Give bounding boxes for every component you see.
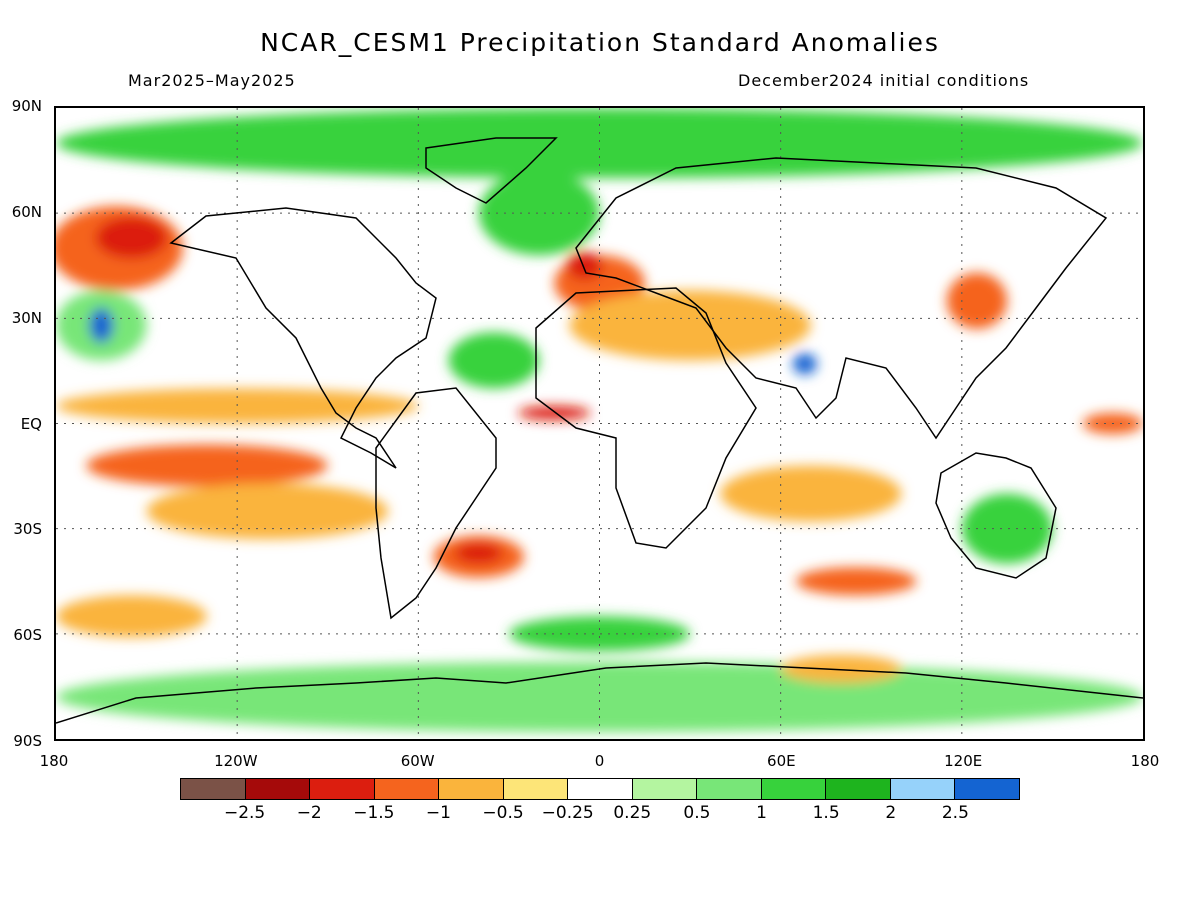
colorbar-swatch xyxy=(826,779,891,799)
anomaly-region-24 xyxy=(56,595,207,638)
lon-label: 60W xyxy=(400,752,435,770)
colorbar-swatch xyxy=(697,779,762,799)
colorbar-label: −2 xyxy=(296,803,322,823)
lat-label: 30N xyxy=(11,308,42,327)
map-panel xyxy=(54,106,1145,741)
anomaly-region-1 xyxy=(56,661,1143,732)
coastline-antarctica xyxy=(56,662,1143,724)
colorbar-swatch xyxy=(568,779,633,799)
coastline-eurasia xyxy=(575,157,1108,440)
colorbar xyxy=(180,778,1020,800)
initial-conditions: December2024 initial conditions xyxy=(738,71,1030,90)
colorbar-swatch xyxy=(439,779,504,799)
colorbar-swatch xyxy=(761,779,827,799)
colorbar-swatch xyxy=(503,779,569,799)
anomaly-region-3 xyxy=(95,216,168,259)
anomaly-region-0 xyxy=(56,108,1143,179)
anomaly-region-7 xyxy=(86,444,328,487)
anomaly-region-20 xyxy=(946,272,1008,329)
colorbar-swatch xyxy=(632,779,698,799)
anomaly-region-15 xyxy=(517,405,591,420)
anomaly-region-18 xyxy=(795,567,917,596)
colorbar-swatch xyxy=(181,779,246,799)
colorbar-swatch xyxy=(374,779,440,799)
lat-label: 90S xyxy=(13,732,42,750)
colorbar-label: 0.25 xyxy=(613,803,652,823)
anomaly-region-16 xyxy=(792,353,817,375)
lat-label: 30S xyxy=(13,520,42,539)
anomaly-region-10 xyxy=(454,542,503,564)
lon-label: 60E xyxy=(767,752,796,770)
lat-label: 60S xyxy=(13,626,42,645)
anomaly-region-13 xyxy=(569,290,811,361)
anomaly-region-14 xyxy=(448,332,540,389)
colorbar-label: 1 xyxy=(756,803,767,823)
coastline-africa xyxy=(535,287,757,549)
coastline-greenland xyxy=(425,137,558,204)
coastline-australia xyxy=(935,452,1057,579)
anomaly-region-21 xyxy=(780,654,902,683)
anomaly-region-19 xyxy=(720,465,902,522)
coastline-north-america xyxy=(169,207,437,469)
colorbar-label: 0.5 xyxy=(683,803,711,823)
colorbar-swatch xyxy=(245,779,311,799)
anomaly-region-22 xyxy=(478,171,600,256)
colorbar-label: 1.5 xyxy=(812,803,840,823)
colorbar-swatch xyxy=(955,779,1019,799)
anomaly-region-5 xyxy=(89,307,114,343)
anomaly-region-17 xyxy=(961,493,1053,564)
anomaly-region-12 xyxy=(566,251,603,280)
colorbar-label: −0.5 xyxy=(482,803,524,823)
colorbar-label: −1 xyxy=(425,803,451,823)
forecast-period: Mar2025–May2025 xyxy=(128,71,296,90)
lon-label: 120E xyxy=(944,752,983,770)
lon-label: 0 xyxy=(594,752,605,770)
lat-label: 90N xyxy=(11,97,42,115)
lat-label: 60N xyxy=(11,202,42,221)
anomaly-region-25 xyxy=(508,616,691,652)
lon-label: 180 xyxy=(1130,752,1160,770)
colorbar-label: −2.5 xyxy=(223,803,266,823)
colorbar-label: −0.25 xyxy=(541,803,594,823)
colorbar-label: −1.5 xyxy=(353,803,395,823)
lat-label: EQ xyxy=(20,414,42,433)
map-title: NCAR_CESM1 Precipitation Standard Anomal… xyxy=(260,28,940,57)
colorbar-label: 2.5 xyxy=(941,803,969,823)
colorbar-swatch xyxy=(310,779,375,799)
lon-label: 120W xyxy=(214,752,258,770)
lon-label: 180 xyxy=(39,752,69,770)
colorbar-swatch xyxy=(890,779,956,799)
colorbar-label: 2 xyxy=(885,803,897,823)
coastline-south-america xyxy=(375,387,497,620)
anomaly-map-canvas xyxy=(56,108,1143,739)
anomaly-region-8 xyxy=(146,483,389,540)
